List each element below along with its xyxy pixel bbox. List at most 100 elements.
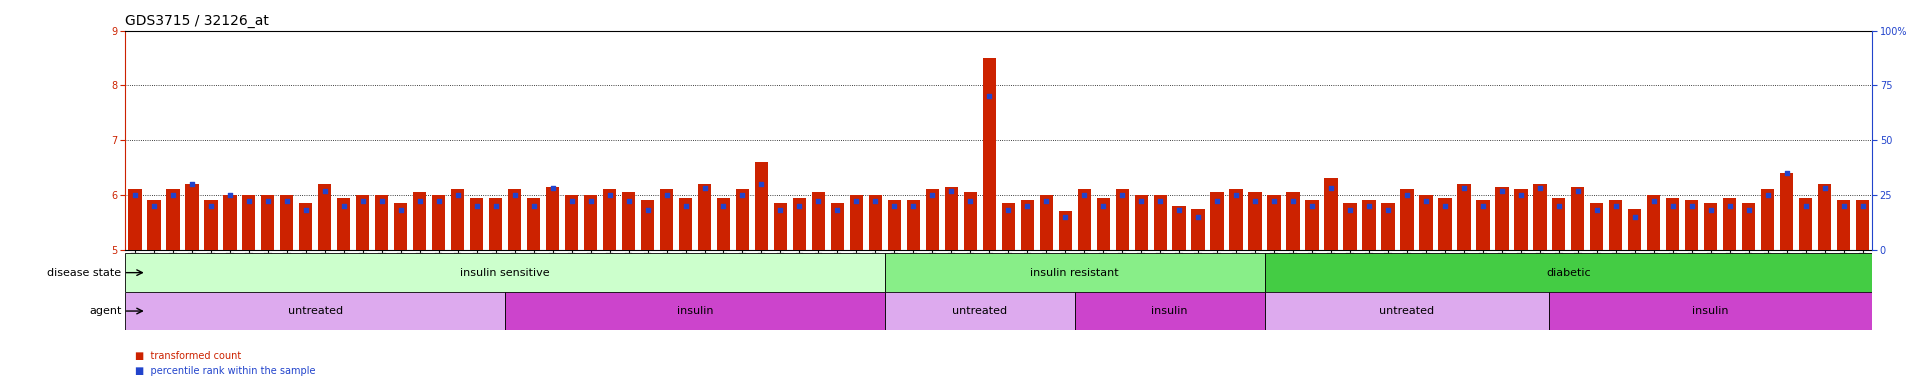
Text: disease state: disease state xyxy=(48,268,122,278)
Bar xyxy=(413,192,427,250)
Bar xyxy=(1305,200,1318,250)
Point xyxy=(403,199,434,205)
Bar xyxy=(125,253,884,292)
Bar xyxy=(963,192,977,250)
Bar xyxy=(1496,187,1509,250)
Point xyxy=(575,199,606,205)
Bar xyxy=(224,195,237,250)
Point xyxy=(328,203,359,209)
Point xyxy=(234,199,264,205)
Bar xyxy=(884,253,1264,292)
Bar xyxy=(508,189,521,250)
Point xyxy=(272,199,303,205)
Point xyxy=(1581,207,1612,213)
Point xyxy=(633,207,664,213)
Point xyxy=(747,181,778,187)
Point xyxy=(556,199,587,205)
Point xyxy=(1183,214,1214,220)
Text: untreated: untreated xyxy=(288,306,344,316)
Point xyxy=(897,203,928,209)
Point xyxy=(1714,203,1745,209)
Bar xyxy=(830,203,843,250)
Point xyxy=(195,203,226,209)
Bar xyxy=(338,198,351,250)
Bar xyxy=(1857,200,1870,250)
Bar xyxy=(1096,198,1110,250)
Bar xyxy=(755,162,768,250)
Point xyxy=(728,192,758,198)
Bar xyxy=(849,195,863,250)
Point xyxy=(764,207,795,213)
Bar xyxy=(1173,206,1185,250)
Bar xyxy=(699,184,710,250)
Bar xyxy=(506,292,884,330)
Point xyxy=(1486,187,1517,194)
Point xyxy=(1334,207,1365,213)
Bar xyxy=(1268,195,1282,250)
Bar xyxy=(1363,200,1376,250)
Bar xyxy=(1264,253,1872,292)
Bar xyxy=(205,200,218,250)
Bar xyxy=(1077,189,1090,250)
Point xyxy=(1658,203,1689,209)
Point xyxy=(936,187,967,194)
Bar xyxy=(1723,198,1737,250)
Point xyxy=(1752,192,1783,198)
Point xyxy=(1467,203,1498,209)
Point xyxy=(861,199,892,205)
Bar xyxy=(888,200,901,250)
Bar xyxy=(735,189,749,250)
Bar xyxy=(774,203,787,250)
Point xyxy=(1239,199,1270,205)
Bar xyxy=(280,195,293,250)
Point xyxy=(290,207,320,213)
Bar xyxy=(1646,195,1660,250)
Bar xyxy=(621,192,635,250)
Bar xyxy=(641,200,654,250)
Bar xyxy=(1058,211,1071,250)
Point xyxy=(461,203,492,209)
Point xyxy=(158,192,189,198)
Bar xyxy=(1760,189,1774,250)
Point xyxy=(1372,207,1403,213)
Bar xyxy=(318,184,332,250)
Bar xyxy=(1229,189,1243,250)
Bar xyxy=(488,198,502,250)
Text: diabetic: diabetic xyxy=(1546,268,1590,278)
Point xyxy=(689,185,720,191)
Point xyxy=(784,203,814,209)
Bar xyxy=(357,195,369,250)
Text: insulin: insulin xyxy=(1693,306,1729,316)
Point xyxy=(1847,203,1878,209)
Bar xyxy=(1515,189,1527,250)
Point xyxy=(1828,203,1859,209)
Point xyxy=(1031,199,1062,205)
Point xyxy=(367,199,398,205)
Bar xyxy=(185,184,199,250)
Bar xyxy=(1552,198,1565,250)
Point xyxy=(1353,203,1384,209)
Bar xyxy=(565,195,579,250)
Text: untreated: untreated xyxy=(1380,306,1434,316)
Bar xyxy=(602,189,616,250)
Point xyxy=(1619,214,1650,220)
Bar xyxy=(660,189,674,250)
Bar xyxy=(1476,200,1490,250)
Point xyxy=(1430,203,1461,209)
Point xyxy=(139,203,170,209)
Bar xyxy=(1704,203,1718,250)
Bar xyxy=(1818,184,1832,250)
Bar xyxy=(1666,198,1679,250)
Point xyxy=(1278,199,1309,205)
Bar xyxy=(813,192,824,250)
Point xyxy=(1411,199,1442,205)
Bar xyxy=(299,203,313,250)
Point xyxy=(386,207,417,213)
Point xyxy=(1563,187,1594,194)
Point xyxy=(1791,203,1822,209)
Bar xyxy=(1249,192,1262,250)
Point xyxy=(1220,192,1251,198)
Point xyxy=(1772,170,1803,176)
Bar xyxy=(907,200,921,250)
Point xyxy=(1106,192,1137,198)
